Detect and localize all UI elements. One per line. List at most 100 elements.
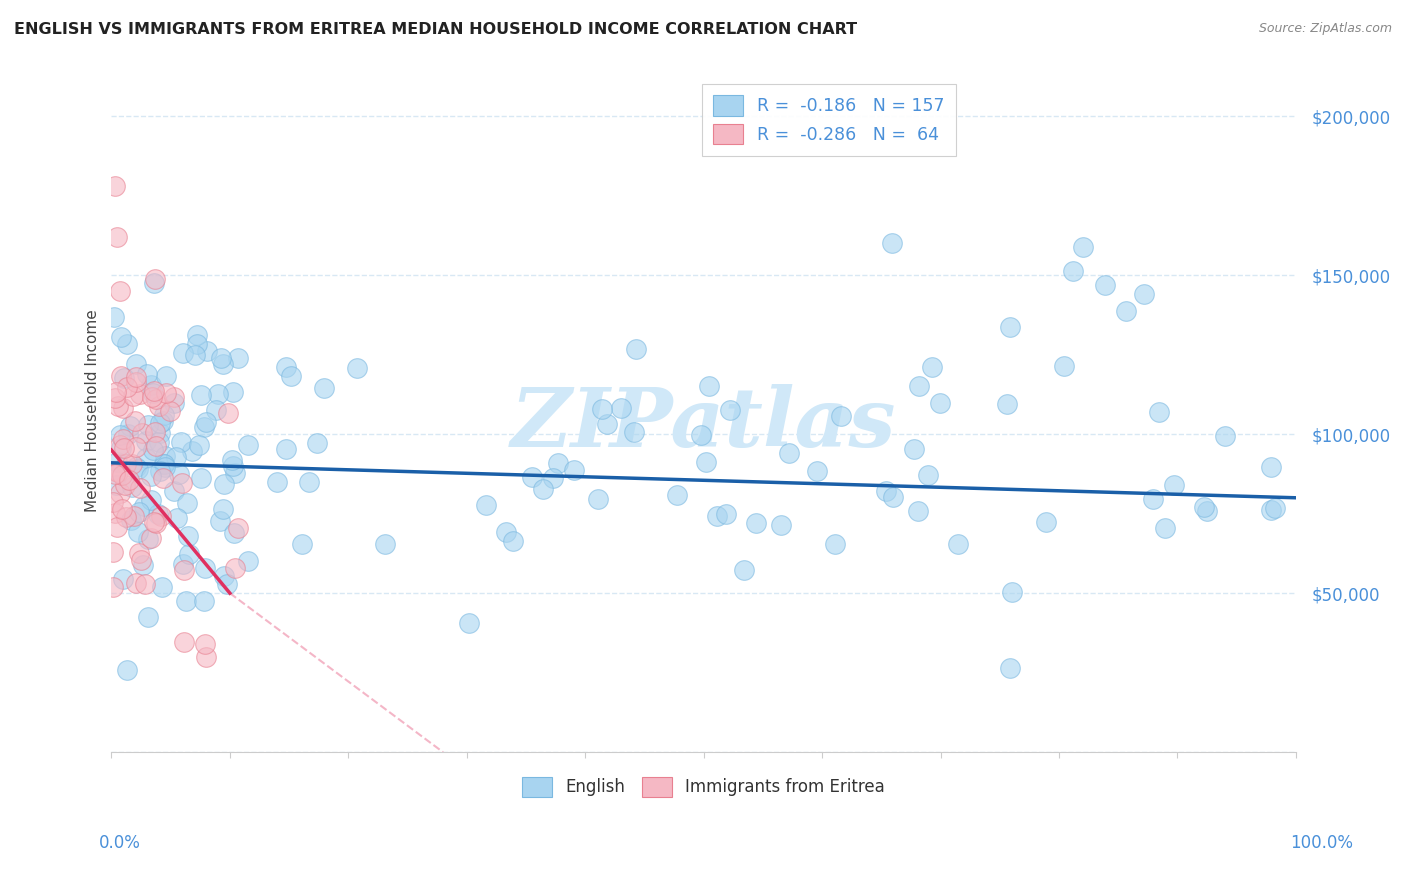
Point	[110, 329, 132, 343]
Point	[143, 272, 166, 286]
Point	[695, 455, 717, 469]
Point	[217, 406, 239, 420]
Point	[112, 401, 135, 416]
Point	[194, 649, 217, 664]
Point	[280, 369, 302, 384]
Point	[136, 532, 159, 546]
Point	[108, 428, 131, 442]
Point	[117, 427, 139, 442]
Point	[142, 384, 165, 398]
Point	[174, 594, 197, 608]
Point	[141, 378, 163, 392]
Point	[104, 506, 127, 520]
Point	[502, 534, 524, 549]
Point	[125, 460, 148, 475]
Point	[135, 450, 157, 465]
Point	[125, 357, 148, 371]
Point	[770, 517, 793, 532]
Point	[346, 361, 368, 376]
Point	[146, 507, 169, 521]
Point	[228, 351, 250, 365]
Point	[212, 568, 235, 582]
Point	[131, 425, 153, 440]
Point	[176, 496, 198, 510]
Point	[824, 536, 846, 550]
Point	[276, 442, 298, 456]
Point	[1071, 240, 1094, 254]
Point	[135, 434, 157, 448]
Point	[107, 466, 129, 480]
Point	[312, 381, 335, 395]
Point	[163, 390, 186, 404]
Point	[1195, 504, 1218, 518]
Point	[163, 483, 186, 498]
Point	[112, 371, 135, 385]
Point	[127, 524, 149, 539]
Point	[125, 375, 148, 389]
Point	[108, 438, 131, 452]
Point	[155, 369, 177, 384]
Point	[143, 276, 166, 290]
Point	[162, 396, 184, 410]
Point	[148, 400, 170, 414]
Point	[108, 284, 131, 298]
Point	[745, 516, 768, 531]
Point	[1133, 287, 1156, 301]
Point	[1260, 503, 1282, 517]
Point	[475, 498, 498, 512]
Point	[222, 526, 245, 541]
Point	[136, 418, 159, 433]
Point	[706, 509, 728, 524]
Point	[193, 637, 215, 651]
Point	[778, 446, 800, 460]
Point	[186, 328, 208, 343]
Point	[115, 663, 138, 677]
Point	[699, 379, 721, 393]
Point	[170, 476, 193, 491]
Point	[104, 391, 127, 405]
Point	[190, 471, 212, 485]
Point	[166, 511, 188, 525]
Text: ZIPatlas: ZIPatlas	[510, 384, 897, 464]
Text: 100.0%: 100.0%	[1291, 834, 1353, 852]
Point	[128, 481, 150, 495]
Text: Source: ZipAtlas.com: Source: ZipAtlas.com	[1258, 22, 1392, 36]
Point	[946, 536, 969, 550]
Point	[291, 537, 314, 551]
Point	[103, 465, 125, 479]
Point	[588, 492, 610, 507]
Point	[714, 507, 737, 521]
Point	[142, 515, 165, 529]
Point	[125, 440, 148, 454]
Point	[562, 463, 585, 477]
Point	[105, 230, 128, 244]
Point	[110, 368, 132, 383]
Y-axis label: Median Household Income: Median Household Income	[86, 309, 100, 512]
Point	[141, 468, 163, 483]
Point	[173, 564, 195, 578]
Point	[177, 529, 200, 543]
Point	[122, 389, 145, 403]
Point	[115, 337, 138, 351]
Point	[114, 478, 136, 492]
Point	[129, 386, 152, 401]
Point	[112, 441, 135, 455]
Point	[141, 492, 163, 507]
Point	[101, 545, 124, 559]
Point	[195, 343, 218, 358]
Point	[298, 475, 321, 490]
Point	[125, 576, 148, 591]
Point	[124, 414, 146, 428]
Point	[172, 346, 194, 360]
Point	[543, 471, 565, 485]
Point	[1115, 304, 1137, 318]
Point	[142, 386, 165, 401]
Point	[194, 415, 217, 429]
Point	[118, 418, 141, 433]
Point	[224, 467, 246, 481]
Point	[880, 236, 903, 251]
Point	[122, 508, 145, 523]
Point	[141, 390, 163, 404]
Point	[155, 386, 177, 401]
Point	[142, 443, 165, 458]
